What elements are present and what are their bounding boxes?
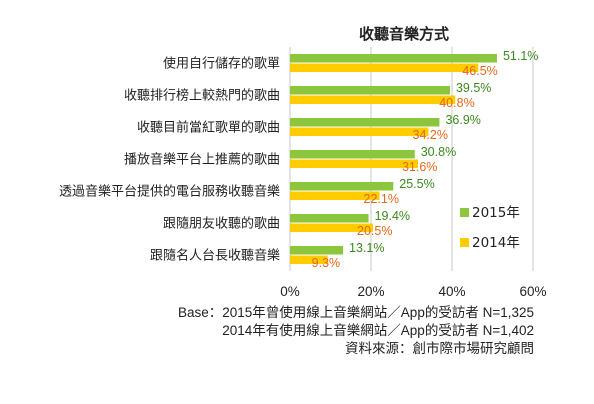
x-tick-label: 0% [280,284,300,299]
bar-2015 [290,118,440,127]
category-label: 播放音樂平台上推薦的歌曲 [124,152,280,168]
footnote-base-2014: 2014年有使用線上音樂網站／App的受訪者 N=1,402 [222,323,534,338]
data-label-2014: 46.5% [462,64,497,78]
legend-swatch [460,208,469,217]
category-label: 跟隨名人台長收聽音樂 [150,248,280,264]
x-tick-label: 20% [357,284,384,299]
data-label-2014: 9.3% [312,256,341,270]
data-label-2014: 22.1% [364,192,399,206]
data-label-2015: 51.1% [503,49,538,63]
bar-2015 [290,150,415,159]
data-label-2014: 31.6% [402,160,437,174]
legend-label: 2014年 [472,235,520,251]
bar-2015 [290,86,450,95]
chart-title: 收聽音樂方式 [359,25,449,43]
data-label-2014: 20.5% [357,224,392,238]
category-label: 使用自行儲存的歌單 [163,56,280,72]
bar-2014 [290,191,380,200]
bar-2015 [290,214,369,223]
footnote-source: 資料來源：創市際市場研究顧問 [345,341,534,356]
bar-2014 [290,159,418,168]
data-label-2015: 19.4% [375,209,410,223]
category-label: 收聽排行榜上較熱門的歌曲 [124,88,280,104]
bar-2015 [290,54,497,63]
bar-2014 [290,223,374,232]
data-label-2015: 13.1% [349,241,384,255]
bar-2014 [290,95,456,104]
legend-label: 2015年 [472,205,520,221]
bar-2014 [290,127,429,136]
data-label-2015: 39.5% [456,81,491,95]
data-label-2015: 30.8% [421,145,456,159]
legend-swatch [460,238,469,247]
x-tick-label: 40% [438,284,465,299]
data-label-2014: 40.8% [439,96,474,110]
bar-2014 [290,63,479,72]
bar-2015 [290,246,344,255]
bar-2015 [290,182,394,191]
bar-2014 [290,255,328,264]
data-label-2015: 25.5% [399,177,434,191]
x-tick-label: 60% [519,284,546,299]
data-label-2015: 36.9% [445,113,480,127]
category-label: 跟隨朋友收聽的歌曲 [163,216,280,232]
category-label: 收聽目前當紅歌單的歌曲 [137,120,280,136]
data-label-2014: 34.2% [413,128,448,142]
category-label: 透過音樂平台提供的電台服務收聽音樂 [59,184,280,200]
footnote-base-2015: Base：2015年曾使用線上音樂網站／App的受訪者 N=1,325 [178,305,534,320]
